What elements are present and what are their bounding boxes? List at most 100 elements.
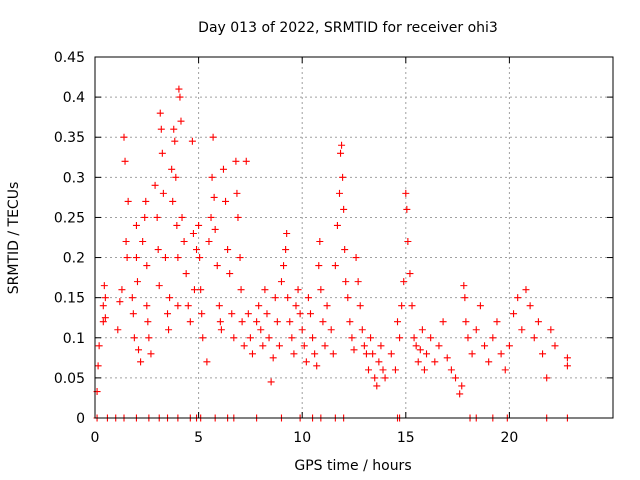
data-point <box>296 310 304 318</box>
data-point <box>406 270 414 278</box>
data-point <box>99 302 107 310</box>
data-point <box>284 294 292 302</box>
data-point <box>157 125 165 133</box>
y-tick-label: 0.4 <box>63 90 85 106</box>
data-point <box>408 302 416 310</box>
data-point <box>203 358 211 366</box>
data-point <box>472 326 480 334</box>
data-point <box>505 342 513 350</box>
x-tick-label: 20 <box>500 430 518 446</box>
data-point <box>147 350 155 358</box>
data-point <box>172 173 180 181</box>
data-point <box>207 213 215 221</box>
data-point <box>193 246 201 254</box>
data-point <box>257 326 265 334</box>
y-tick-label: 0.1 <box>63 331 85 347</box>
data-point <box>341 246 349 254</box>
data-point <box>141 213 149 221</box>
data-point <box>122 238 130 246</box>
data-point <box>259 342 267 350</box>
data-point <box>298 326 306 334</box>
data-point <box>170 125 178 133</box>
data-point <box>175 85 183 93</box>
data-point <box>468 350 476 358</box>
data-point <box>485 358 493 366</box>
data-point <box>182 270 190 278</box>
data-point <box>155 282 163 290</box>
data-point <box>327 326 335 334</box>
data-point <box>316 238 324 246</box>
x-tick-label: 5 <box>194 430 203 446</box>
data-point <box>410 334 418 342</box>
axis-ticks <box>94 56 613 419</box>
data-point <box>233 189 241 197</box>
data-point <box>238 318 246 326</box>
y-tick-label: 0.45 <box>54 50 85 66</box>
data-point <box>253 318 261 326</box>
data-point <box>208 173 216 181</box>
data-point <box>234 213 242 221</box>
data-point <box>315 262 323 270</box>
y-tick-label: 0 <box>76 411 85 427</box>
data-point <box>367 334 375 342</box>
data-point <box>539 350 547 358</box>
data-point <box>142 197 150 205</box>
data-point <box>404 238 412 246</box>
data-point <box>166 294 174 302</box>
data-point <box>514 294 522 302</box>
x-tick-label: 0 <box>91 430 100 446</box>
y-tick-label: 0.05 <box>54 371 85 387</box>
x-axis-label: GPS time / hours <box>294 458 411 474</box>
data-point <box>265 334 273 342</box>
data-point <box>173 221 181 229</box>
data-point <box>151 181 159 189</box>
data-point <box>154 246 162 254</box>
data-point <box>143 302 151 310</box>
data-point <box>273 318 281 326</box>
data-point <box>379 366 387 374</box>
data-point <box>333 221 341 229</box>
data-point <box>211 225 219 233</box>
data-point <box>489 334 497 342</box>
data-point <box>120 133 128 141</box>
data-point <box>497 350 505 358</box>
data-point <box>228 310 236 318</box>
data-point <box>452 374 460 382</box>
data-point <box>360 342 368 350</box>
data-point <box>224 246 232 254</box>
data-point <box>133 278 141 286</box>
data-point <box>169 197 177 205</box>
data-point <box>263 310 271 318</box>
data-point <box>493 318 501 326</box>
data-point <box>144 318 152 326</box>
data-point <box>551 342 559 350</box>
data-point <box>130 334 138 342</box>
data-point <box>196 254 204 262</box>
data-point <box>439 318 447 326</box>
data-point <box>350 346 358 354</box>
data-point <box>186 318 194 326</box>
data-point <box>171 137 179 145</box>
data-point <box>116 298 124 306</box>
axis-tick-labels: 0 0.05 0.1 0.15 0.2 0.25 0.3 0.35 0.4 0.45 0 5 10 15 2… <box>54 50 518 446</box>
data-point <box>443 354 451 362</box>
data-point <box>248 350 256 358</box>
data-point <box>165 326 173 334</box>
data-point <box>313 362 321 370</box>
data-point <box>161 254 169 262</box>
data-point <box>309 334 317 342</box>
data-point <box>290 350 298 358</box>
data-point <box>237 286 245 294</box>
data-point <box>321 342 329 350</box>
data-point <box>195 221 203 229</box>
data-point <box>139 238 147 246</box>
data-point <box>456 390 464 398</box>
data-point <box>232 157 240 165</box>
data-point <box>464 334 472 342</box>
data-point <box>543 374 551 382</box>
data-point <box>398 302 406 310</box>
data-point <box>244 310 252 318</box>
data-point <box>95 342 103 350</box>
x-tick-label: 10 <box>293 430 311 446</box>
